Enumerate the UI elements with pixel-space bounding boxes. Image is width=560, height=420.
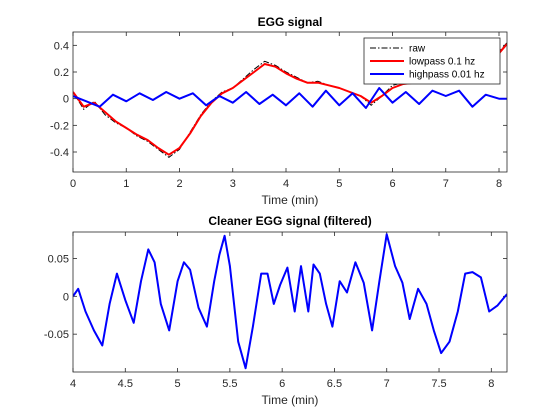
series-line-2 — [73, 87, 507, 109]
series-line-0 — [73, 42, 507, 158]
x-tick-label: 6 — [279, 378, 285, 390]
x-tick-label: 7.5 — [431, 378, 446, 390]
bottom-axes: 4 4.5 5 5.5 6 6.5 7 7.5 8 -0.05 0 0.05 Cleaner EGG … — [44, 214, 508, 407]
x-tick-label: 5.5 — [222, 378, 237, 390]
legend-label-0: raw — [409, 44, 426, 55]
top-chart-title: EGG signal — [258, 15, 323, 29]
y-tick-label: 0.05 — [48, 253, 69, 265]
bottom-axes-box — [72, 231, 508, 373]
bottom-plot-area — [73, 232, 507, 372]
x-tick-label: 8 — [488, 378, 494, 390]
y-tick-label: 0.2 — [54, 67, 69, 79]
y-tick-label: -0.2 — [50, 120, 69, 132]
bottom-x-axis-label: Time (min) — [262, 393, 319, 407]
top-axes: 0 1 2 3 4 5 6 7 8 -0.4 -0.2 0 0.2 0.4 EGG signal Time… — [50, 15, 508, 207]
x-tick-label: 1 — [123, 178, 129, 190]
x-tick-label: 8 — [496, 178, 502, 190]
legend-label-2: highpass 0.01 hz — [409, 70, 485, 81]
x-tick-label: 5 — [175, 378, 181, 390]
y-tick-label: -0.05 — [44, 329, 69, 341]
bottom-ticks: 4 4.5 5 5.5 6 6.5 7 7.5 8 -0.05 0 0.05 — [44, 232, 507, 390]
x-tick-label: 2 — [176, 178, 182, 190]
top-x-axis-label: Time (min) — [262, 193, 319, 207]
x-tick-label: 7 — [384, 378, 390, 390]
x-tick-label: 5 — [336, 178, 342, 190]
x-tick-label: 6 — [389, 178, 395, 190]
x-tick-label: 7 — [443, 178, 449, 190]
bottom-chart-title: Cleaner EGG signal (filtered) — [208, 214, 371, 228]
y-tick-label: 0 — [63, 94, 69, 106]
x-tick-label: 0 — [70, 178, 76, 190]
x-tick-label: 4 — [70, 378, 76, 390]
x-tick-label: 4.5 — [118, 378, 133, 390]
x-tick-label: 3 — [230, 178, 236, 190]
y-tick-label: 0.4 — [54, 40, 69, 52]
legend-label-1: lowpass 0.1 hz — [409, 57, 475, 68]
top-legend: raw lowpass 0.1 hz highpass 0.01 hz — [363, 37, 501, 85]
x-tick-label: 4 — [283, 178, 289, 190]
top-axes-box — [72, 31, 508, 173]
x-tick-label: 6.5 — [327, 378, 342, 390]
bottom-series — [73, 233, 507, 370]
top-ticks: 0 1 2 3 4 5 6 7 8 -0.4 -0.2 0 0.2 0.4 — [50, 32, 507, 190]
y-tick-label: -0.4 — [50, 147, 69, 159]
y-tick-label: 0 — [63, 291, 69, 303]
series-line-0 — [73, 233, 507, 370]
